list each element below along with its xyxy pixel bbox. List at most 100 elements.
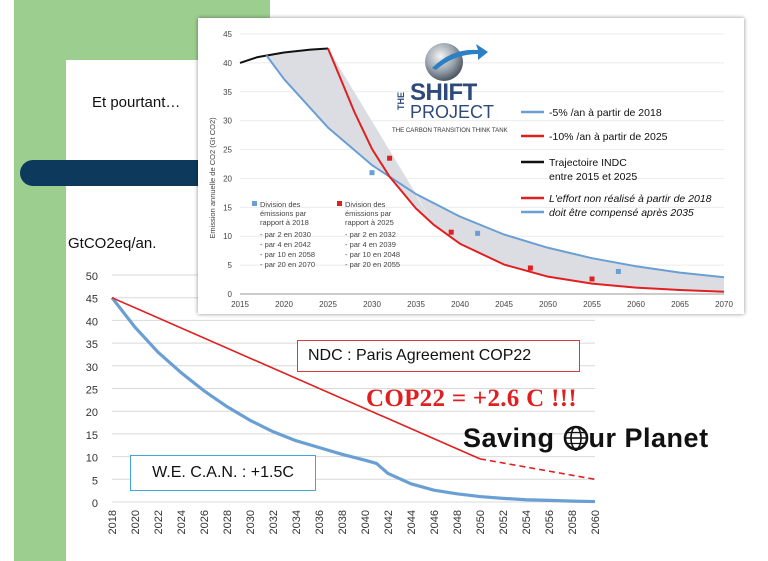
- main-x-tick-label: 2022: [153, 510, 165, 534]
- inset-marker-blue: [615, 268, 621, 274]
- division-red-line-3: - par 2 en 2032: [345, 230, 396, 239]
- inset-x-tick-label: 2055: [583, 300, 601, 309]
- main-x-tick-label: 2042: [383, 510, 395, 534]
- inset-y-tick-label: 20: [223, 174, 232, 183]
- main-y-tick-label: 5: [92, 475, 98, 487]
- wecan-label-box: W.E. C.A.N. : +1.5C: [130, 455, 316, 491]
- inset-x-tick-label: 2070: [715, 300, 733, 309]
- saving-logo-text-start: Saving: [463, 423, 563, 453]
- cop22-warning-label: COP22 = +2.6 C !!!: [366, 385, 577, 412]
- inset-x-tick-label: 2060: [627, 300, 645, 309]
- division-blue-line-5: - par 10 en 2058: [260, 250, 315, 259]
- inset-x-tick-label: 2025: [319, 300, 337, 309]
- inset-y-axis-label: Emission annuelle de CO2 (Gt CO2): [208, 117, 217, 239]
- division-red-line-2: rapport à 2025: [345, 218, 394, 227]
- main-y-tick-label: 40: [86, 316, 98, 328]
- inset-marker-red: [448, 229, 454, 235]
- saving-logo-text-end: ur Planet: [588, 423, 709, 453]
- inset-x-tick-label: 2040: [451, 300, 469, 309]
- inset-marker-red: [589, 276, 595, 282]
- division-blue-line-6: - par 20 en 2070: [260, 260, 315, 269]
- division-red-line-0: Division des: [345, 200, 386, 209]
- division-blue-marker: [252, 201, 257, 206]
- main-y-tick-label: 0: [92, 498, 98, 510]
- main-x-tick-label: 2040: [360, 510, 372, 534]
- main-x-tick-label: 2024: [176, 510, 188, 534]
- main-y-ticks: 0 5 10 15 20 25 30 35 40 45 50: [86, 271, 98, 510]
- division-red-line-5: - par 10 en 2048: [345, 250, 400, 259]
- main-y-tick-label: 20: [86, 407, 98, 419]
- inset-y-tick-label: 15: [223, 203, 232, 212]
- inset-marker-red: [527, 265, 533, 271]
- division-blue-line-3: - par 2 en 2030: [260, 230, 311, 239]
- inset-y-tick-label: 25: [223, 146, 232, 155]
- main-y-tick-label: 25: [86, 385, 98, 397]
- legend-effort-line2: doit être compensé après 2035: [549, 207, 694, 219]
- inset-y-tick-label: 30: [223, 117, 232, 126]
- logo-shift: SHIFT: [410, 79, 478, 106]
- main-series-line-2: [479, 458, 596, 481]
- slide-subtitle: Et pourtant…: [92, 94, 181, 111]
- left-green-band: [14, 0, 66, 561]
- inset-x-tick-label: 2035: [407, 300, 425, 309]
- shift-project-logo: THE SHIFT PROJECT THE CARBON TRANSITION …: [392, 43, 508, 134]
- inset-x-tick-label: 2045: [495, 300, 513, 309]
- main-x-tick-label: 2044: [406, 510, 418, 534]
- main-y-tick-label: 45: [86, 294, 98, 306]
- inset-markers: [369, 155, 621, 282]
- division-red-line-4: - par 4 en 2039: [345, 240, 396, 249]
- inset-effort-area: [266, 48, 724, 292]
- main-x-tick-label: 2054: [521, 510, 533, 534]
- inset-y-tick-label: 5: [228, 261, 233, 270]
- inset-y-ticks: 0 5 10 15 20 25 30 35 40 45: [223, 30, 232, 299]
- division-red-line-1: émissions par: [345, 209, 392, 218]
- ndc-label-box: NDC : Paris Agreement COP22: [297, 340, 580, 372]
- main-series-lines: [110, 296, 596, 504]
- division-red-line-6: - par 20 en 2055: [345, 260, 400, 269]
- main-series-line-0: [110, 296, 596, 504]
- division-red-marker: [337, 201, 342, 206]
- division-blue-line-0: Division des: [260, 200, 301, 209]
- inset-x-ticks: 2015 2020 2025 2030 2035 2040 2045 2050 2055 2060…: [231, 300, 733, 309]
- globe-icon: [563, 425, 588, 451]
- effort-area: [266, 48, 434, 225]
- main-x-tick-label: 2020: [130, 510, 142, 534]
- logo-arrow-icon: [432, 44, 488, 70]
- main-x-tick-label: 2056: [544, 510, 556, 534]
- main-x-tick-label: 2030: [245, 510, 257, 534]
- main-y-tick-label: 15: [86, 430, 98, 442]
- main-series-line-1: [111, 296, 481, 460]
- inset-series-line-0: [239, 47, 329, 64]
- legend-inc-line2: entre 2015 et 2025: [549, 171, 637, 183]
- inset-series-line-2: [327, 48, 725, 293]
- main-x-tick-label: 2048: [452, 510, 464, 534]
- main-x-tick-label: 2036: [314, 510, 326, 534]
- main-x-tick-label: 2026: [199, 510, 211, 534]
- y-axis-unit-label: GtCO2eq/an.: [68, 235, 157, 252]
- main-x-tick-label: 2052: [498, 510, 510, 534]
- inset-x-tick-label: 2020: [275, 300, 293, 309]
- main-y-tick-label: 35: [86, 339, 98, 351]
- title-bar-shape: [20, 160, 230, 186]
- logo-the: THE: [396, 92, 406, 110]
- inset-series-lines: [239, 47, 725, 293]
- main-x-tick-label: 2028: [222, 510, 234, 534]
- inset-legend: -5% /an à partir de 2018 -10% /an à part…: [521, 107, 712, 219]
- inset-shift-project-chart: 0 5 10 15 20 25 30 35 40 45 2015 2020 2025 2030 2035 2…: [198, 18, 744, 314]
- inset-x-tick-label: 2030: [363, 300, 381, 309]
- inset-x-tick-label: 2065: [671, 300, 689, 309]
- legend-inc-line1: Trajectoire INDC: [549, 157, 627, 169]
- main-x-tick-label: 2060: [590, 510, 602, 534]
- inset-y-tick-label: 45: [223, 30, 232, 39]
- main-x-tick-label: 2046: [429, 510, 441, 534]
- main-x-tick-label: 2032: [268, 510, 280, 534]
- legend-minus10: -10% /an à partir de 2025: [549, 131, 668, 143]
- inset-marker-red: [387, 155, 393, 161]
- inset-series-line-1: [265, 54, 725, 279]
- main-y-tick-label: 50: [86, 271, 98, 283]
- compensation-area: [416, 194, 724, 292]
- main-x-tick-label: 2018: [107, 510, 119, 534]
- main-y-tick-label: 30: [86, 362, 98, 374]
- division-notes-red: Division des émissions par rapport à 202…: [337, 200, 400, 269]
